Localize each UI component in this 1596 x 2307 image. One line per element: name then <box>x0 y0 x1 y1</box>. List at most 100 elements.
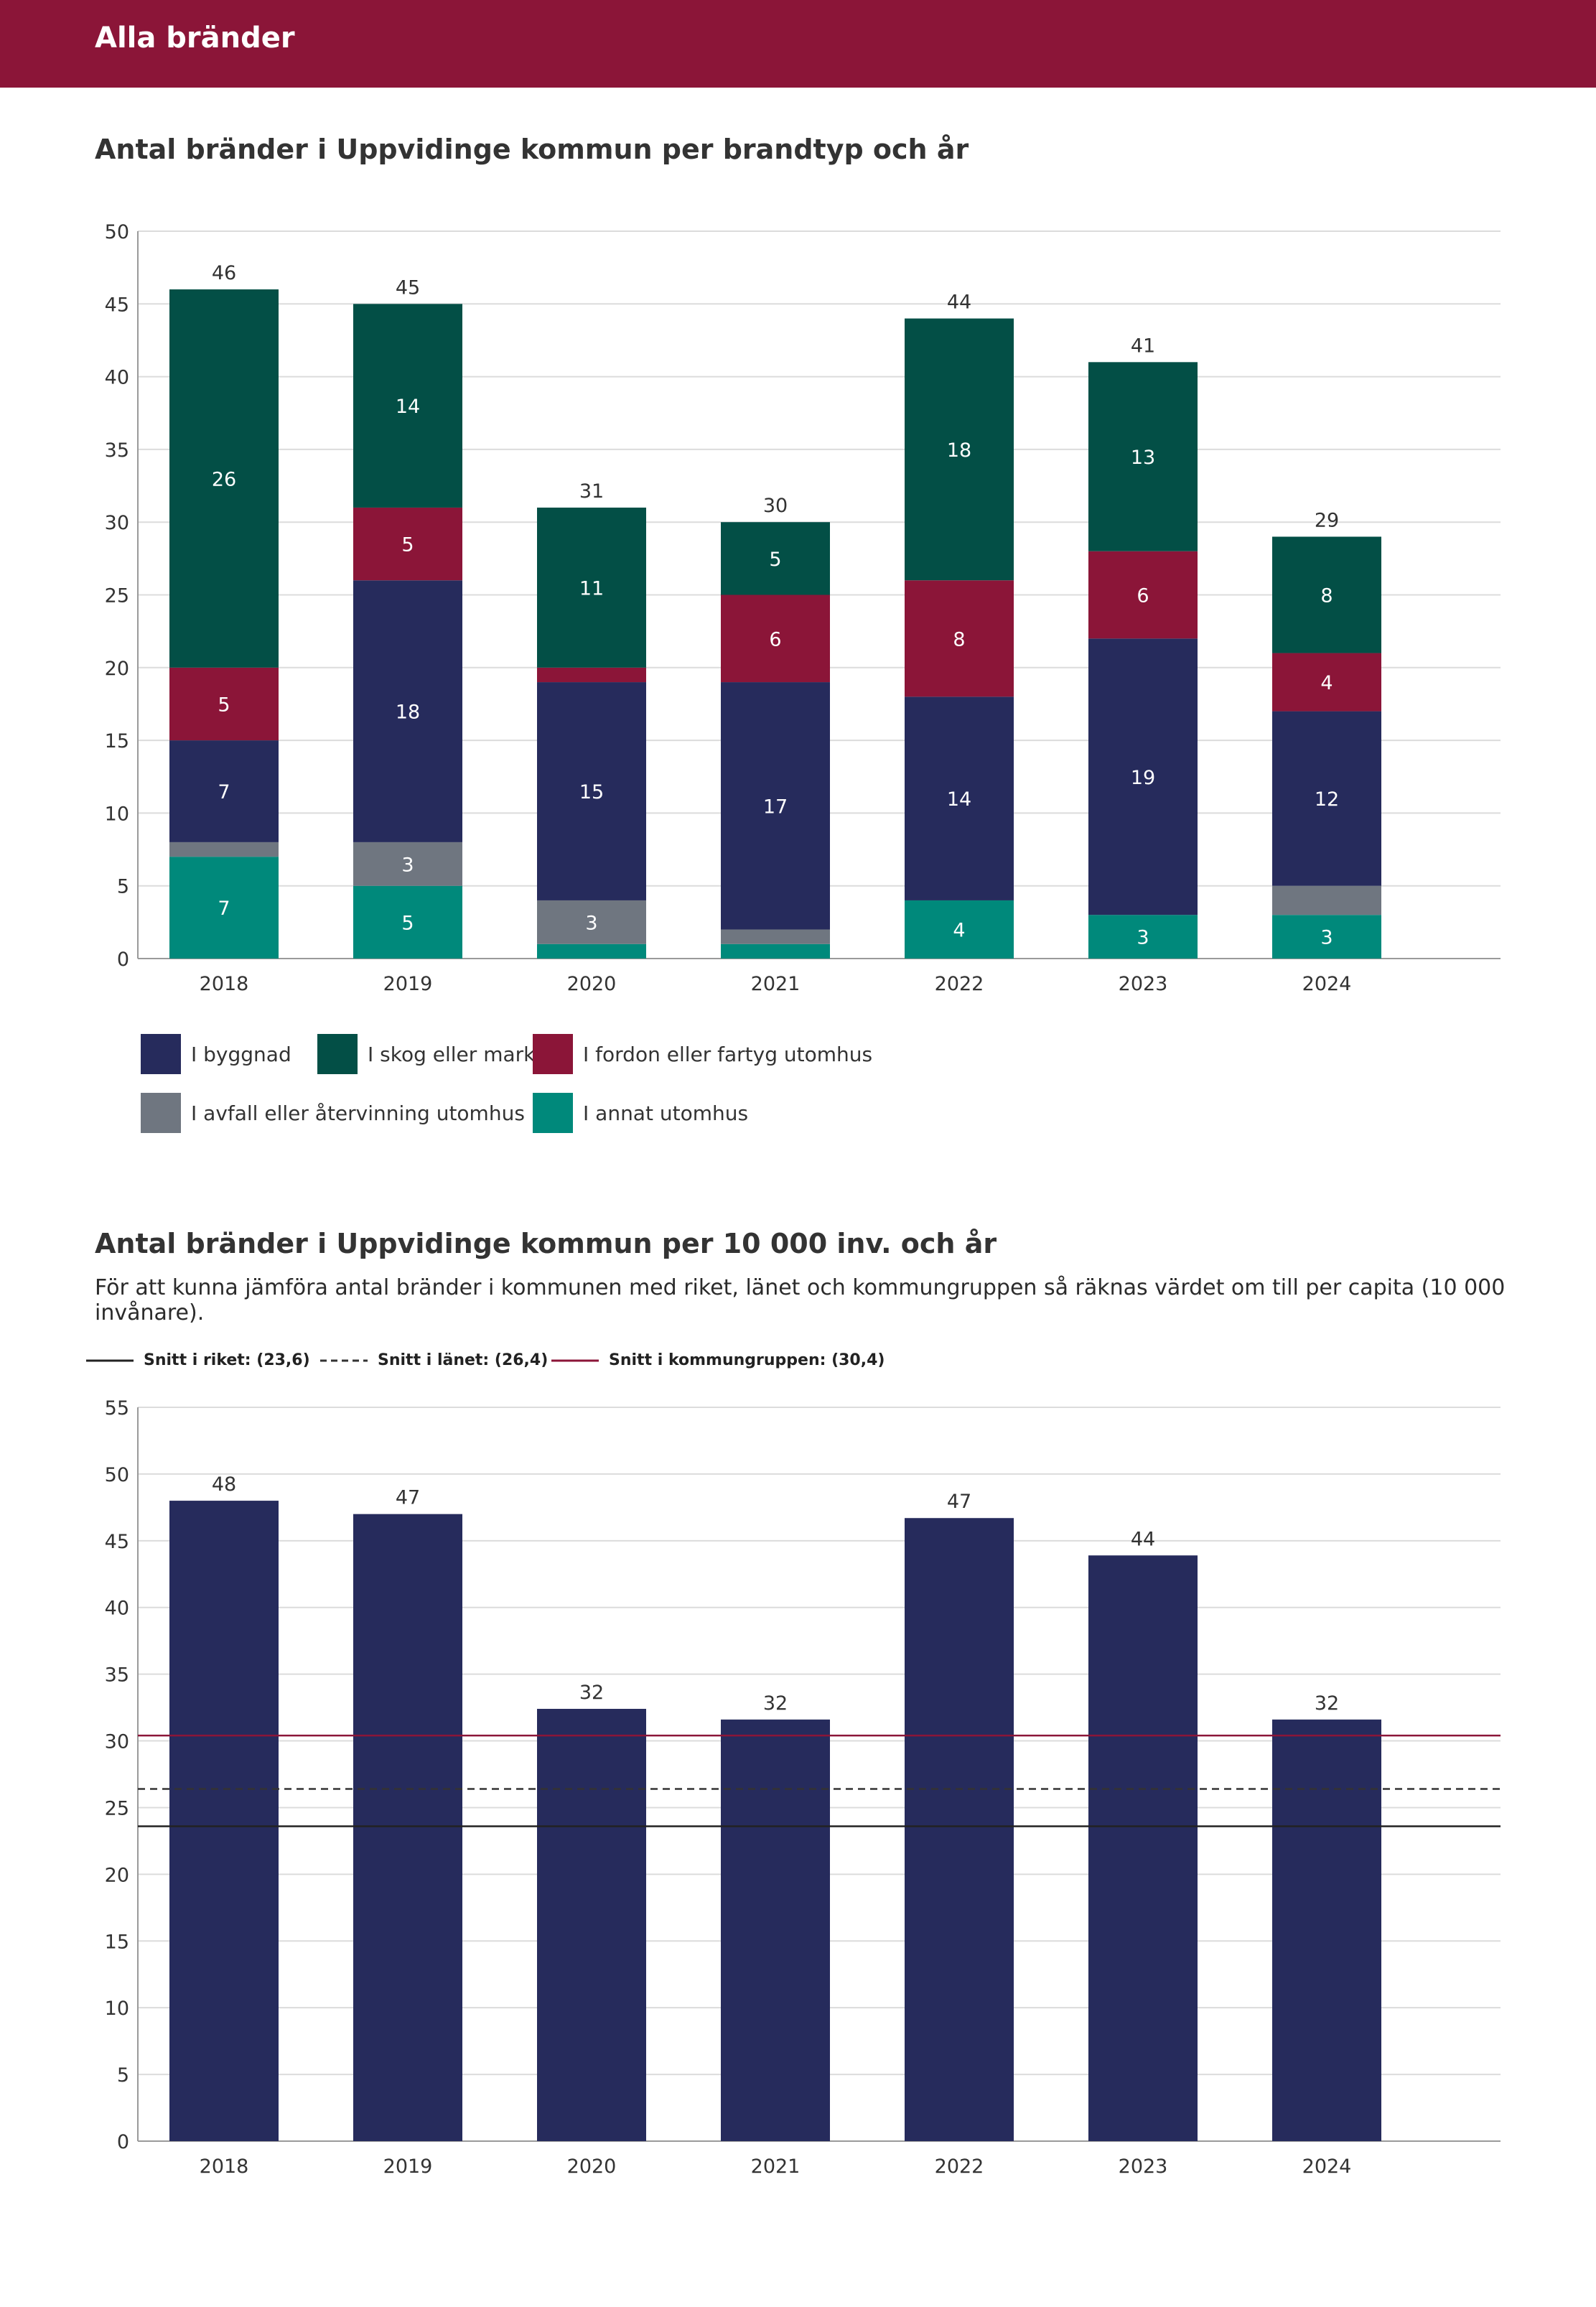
chart2-title: Antal bränder i Uppvidinge kommun per 10… <box>95 1228 997 1259</box>
segment-value-label: 19 <box>1131 767 1155 789</box>
legend-swatch <box>533 1034 573 1074</box>
bar-segment <box>1272 915 1381 959</box>
legend-swatch <box>141 1034 181 1074</box>
y-tick-label: 20 <box>105 1864 129 1886</box>
bar-value-label: 47 <box>396 1487 420 1509</box>
ref-legend-label: Snitt i riket: (23,6) <box>144 1351 310 1369</box>
bar-segment <box>1088 362 1198 551</box>
legend-label: I annat utomhus <box>583 1101 749 1125</box>
bar-value-label: 47 <box>947 1491 971 1513</box>
bar-segment <box>905 318 1014 581</box>
x-tick-label: 2018 <box>200 973 249 995</box>
bar-segment <box>905 900 1014 959</box>
bar-segment <box>537 943 646 959</box>
ref-line-sample-red <box>551 1359 599 1361</box>
y-tick-label: 35 <box>105 439 129 462</box>
segment-value-label: 14 <box>947 788 971 811</box>
segment-value-label: 3 <box>585 912 597 934</box>
legend-swatch <box>533 1093 573 1133</box>
bar-total-label: 46 <box>212 262 236 284</box>
bar-total-label: 41 <box>1131 335 1155 357</box>
x-tick-label: 2024 <box>1302 2155 1352 2178</box>
legend-label: I avfall eller återvinning utomhus <box>191 1101 525 1125</box>
ref-legend-label: Snitt i kommungruppen: (30,4) <box>609 1351 885 1369</box>
x-tick-label: 2023 <box>1119 2155 1168 2178</box>
segment-value-label: 11 <box>579 577 604 600</box>
bar-segment <box>537 507 646 668</box>
x-tick-label: 2024 <box>1302 973 1352 995</box>
y-tick-label: 35 <box>105 1664 129 1687</box>
bar-segment <box>721 682 830 930</box>
segment-value-label: 12 <box>1315 788 1339 811</box>
per-capita-bar-chart: 0 5 10 15 20 25 30 35 40 45 50 55 2018 2019 2020 2021 20… <box>105 1397 1501 2178</box>
y-tick-label: 50 <box>105 221 129 243</box>
bar-value-label: 44 <box>1131 1528 1155 1550</box>
segment-value-label: 14 <box>396 396 420 418</box>
y-tick-label: 40 <box>105 367 129 389</box>
segment-value-label: 13 <box>1131 447 1155 469</box>
bar-segment <box>353 304 462 508</box>
x-tick-label: 2021 <box>751 2155 801 2178</box>
bar-segment <box>169 740 279 842</box>
bar-segment <box>905 696 1014 900</box>
bar-segment <box>721 943 830 959</box>
x-tick-label: 2020 <box>567 973 617 995</box>
bar-total-label: 44 <box>947 292 971 314</box>
bar-total-label: 45 <box>396 276 420 299</box>
bar <box>353 1514 462 2141</box>
segment-value-label: 17 <box>763 796 788 818</box>
y-tick-label: 15 <box>105 1931 129 1953</box>
legend-swatch <box>141 1093 181 1133</box>
segment-value-label: 3 <box>401 854 414 876</box>
y-tick-label: 5 <box>117 2064 129 2087</box>
bar <box>1272 1719 1381 2141</box>
segment-value-label: 3 <box>1137 927 1149 949</box>
bar-segment <box>721 929 830 944</box>
bar-segment <box>905 580 1014 697</box>
x-tick-label: 2023 <box>1119 973 1168 995</box>
segment-value-label: 4 <box>953 919 965 941</box>
segment-value-label: 4 <box>1320 672 1333 694</box>
segment-value-label: 5 <box>769 549 781 571</box>
legend-item-byggnad: I byggnad <box>141 1034 291 1074</box>
y-tick-label: 25 <box>105 585 129 607</box>
y-tick-label: 50 <box>105 1464 129 1486</box>
header-band: Alla bränder <box>0 0 1596 88</box>
bar-segment <box>1272 653 1381 712</box>
bar-segment <box>1088 638 1198 915</box>
y-tick-label: 0 <box>117 949 129 971</box>
segment-value-label: 6 <box>769 628 781 651</box>
y-tick-label: 0 <box>117 2131 129 2153</box>
bar-segment <box>721 522 830 595</box>
segment-value-label: 8 <box>953 628 965 651</box>
y-tick-label: 15 <box>105 730 129 752</box>
segment-value-label: 18 <box>947 439 971 462</box>
bar-segment <box>169 842 279 857</box>
ref-legend-riket: Snitt i riket: (23,6) <box>86 1351 310 1369</box>
y-tick-label: 20 <box>105 658 129 680</box>
segment-value-label: 26 <box>212 468 236 490</box>
bar <box>721 1719 830 2141</box>
bar-total-label: 31 <box>579 480 604 503</box>
segment-value-label: 18 <box>396 702 420 724</box>
bar <box>1088 1555 1198 2141</box>
bar-value-label: 48 <box>212 1473 236 1496</box>
segment-value-label: 8 <box>1320 585 1333 607</box>
segment-value-label: 7 <box>218 781 230 803</box>
legend-item-annat: I annat utomhus <box>533 1093 748 1133</box>
legend-label: I byggnad <box>191 1042 291 1066</box>
segment-value-label: 5 <box>401 912 414 934</box>
y-tick-label: 30 <box>105 512 129 534</box>
x-tick-label: 2019 <box>383 973 433 995</box>
segment-value-label: 5 <box>218 694 230 716</box>
page-title: Alla bränder <box>95 22 295 55</box>
ref-legend-lanet: Snitt i länet: (26,4) <box>320 1351 548 1369</box>
bar-segment <box>1088 551 1198 639</box>
x-tick-label: 2022 <box>935 2155 984 2178</box>
legend-swatch <box>317 1034 358 1074</box>
legend-item-avfall: I avfall eller återvinning utomhus <box>141 1093 525 1133</box>
bar-segment <box>1272 885 1381 915</box>
x-tick-label: 2021 <box>751 973 801 995</box>
y-tick-label: 55 <box>105 1397 129 1420</box>
bar-segment <box>1272 536 1381 653</box>
